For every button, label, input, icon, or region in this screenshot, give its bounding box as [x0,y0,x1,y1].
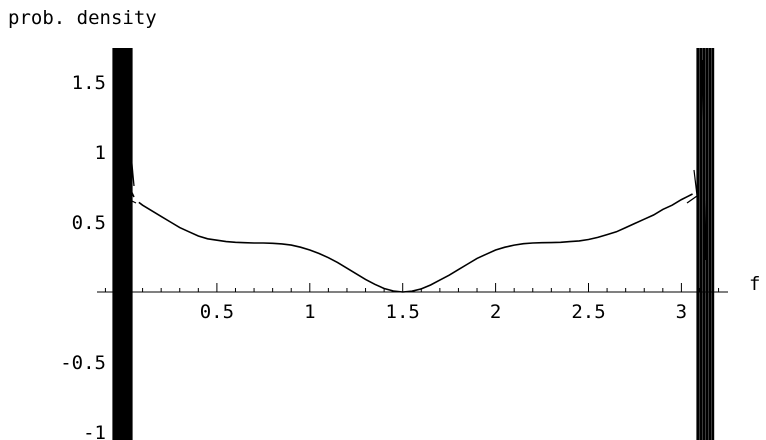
y-tick-label-1: -0.5 [60,352,106,374]
y-axis-label: prob. density [8,7,157,29]
x-tick-label-2: 1.5 [386,301,420,323]
y-tick-labels: -1 -0.5 0.5 1 1.5 [60,72,106,440]
x-tick-label-0: 0.5 [200,301,234,323]
y-tick-label-0: -1 [83,422,106,440]
x-tick-label-5: 3 [676,301,687,323]
x-tick-labels: 0.5 1 1.5 2 2.5 3 [200,301,687,323]
right-spike-1 [686,195,698,204]
series-line [138,193,693,293]
left-oscillation-artifact [112,48,137,440]
right-spike-3 [701,59,707,261]
y-tick-label-2: 0.5 [72,212,106,234]
x-tick-label-1: 1 [304,301,315,323]
x-axis-label: f [749,273,760,295]
x-tick-label-4: 2.5 [571,301,605,323]
left-spike-2 [129,142,135,187]
y-tick-label-4: 1.5 [72,72,106,94]
left-spike-3 [131,200,137,204]
left-spike-1 [124,177,135,198]
x-tick-label-3: 2 [490,301,501,323]
x-minor-ticks [104,288,720,292]
right-oscillation-artifact [686,48,715,440]
right-spike-2 [693,169,699,205]
x-ticks [216,283,682,292]
y-tick-label-3: 1 [95,142,106,164]
